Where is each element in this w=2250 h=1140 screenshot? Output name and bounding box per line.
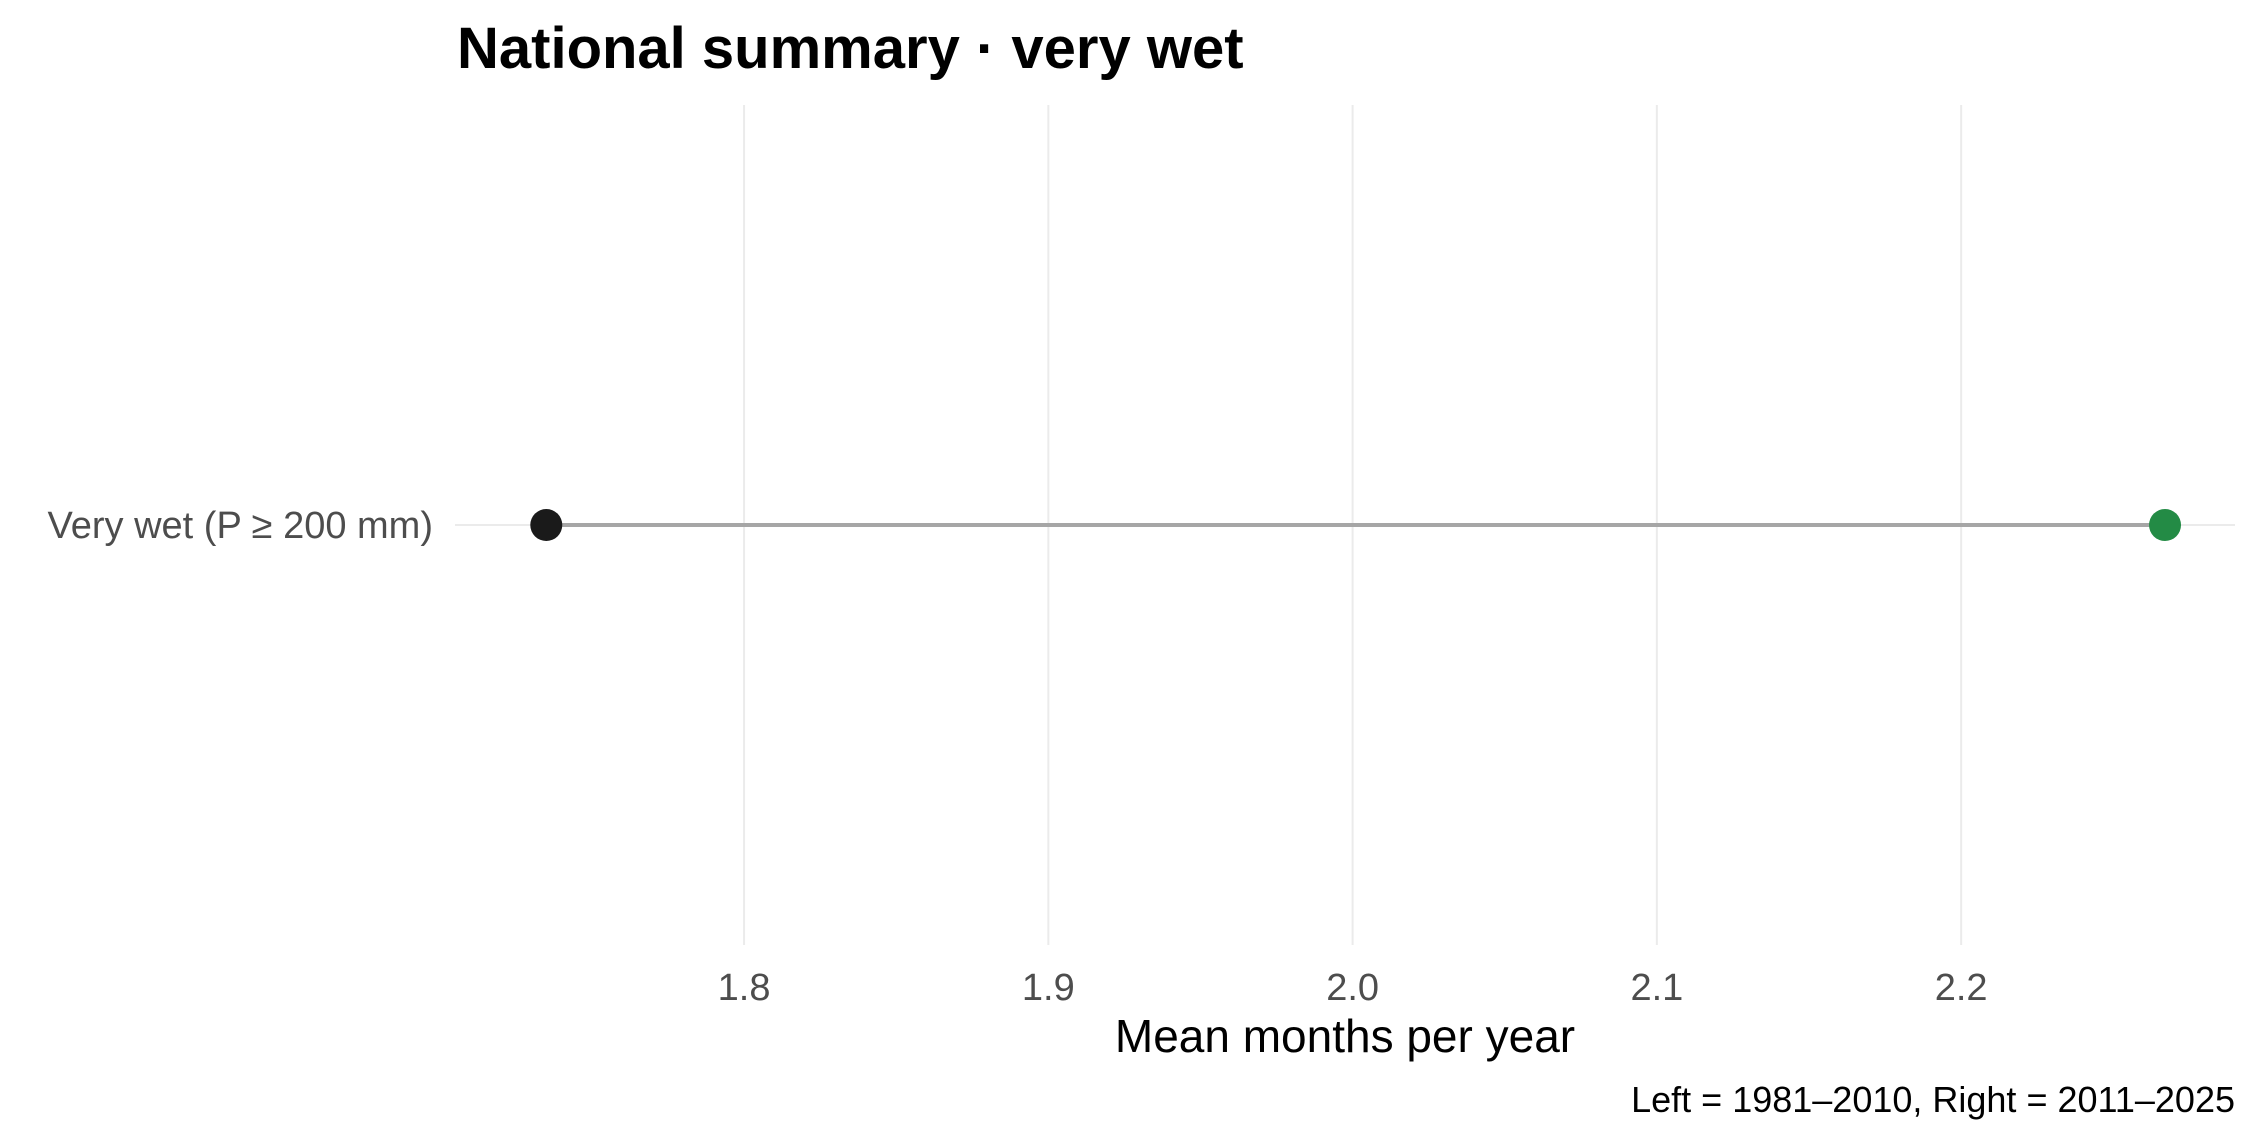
chart-title: National summary · very wet xyxy=(457,16,1244,81)
x-tick-label: 1.9 xyxy=(1022,967,1075,1009)
chart-marks xyxy=(530,509,2182,541)
x-tick-label: 2.1 xyxy=(1630,967,1683,1009)
point-1981-2010 xyxy=(530,509,563,541)
x-axis-label: Mean months per year xyxy=(1115,1010,1575,1062)
category-label: Very wet (P ≥ 200 mm) xyxy=(48,505,434,547)
x-tick-label: 2.2 xyxy=(1935,967,1988,1009)
chart-caption: Left = 1981–2010, Right = 2011–2025 xyxy=(1631,1079,2235,1120)
point-2011-2025 xyxy=(2149,509,2182,541)
x-tick-label: 2.0 xyxy=(1326,967,1379,1009)
x-axis-ticks: 1.8 1.9 2.0 2.1 2.2 Very wet (P ≥ 200 mm) xyxy=(48,505,1988,1009)
x-tick-label: 1.8 xyxy=(718,967,771,1009)
